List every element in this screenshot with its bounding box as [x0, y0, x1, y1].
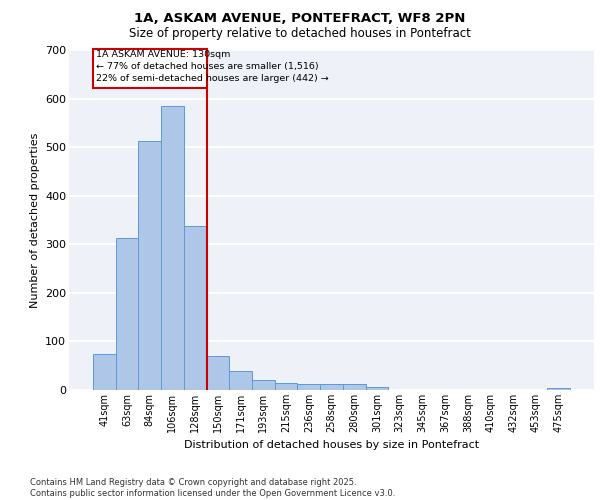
Text: Size of property relative to detached houses in Pontefract: Size of property relative to detached ho…: [129, 28, 471, 40]
Text: 1A ASKAM AVENUE: 130sqm: 1A ASKAM AVENUE: 130sqm: [95, 50, 230, 59]
Bar: [298, 384, 320, 390]
Bar: [161, 106, 184, 390]
Bar: [116, 238, 139, 390]
Bar: [547, 388, 570, 390]
Text: ← 77% of detached houses are smaller (1,516): ← 77% of detached houses are smaller (1,…: [95, 62, 318, 71]
Bar: [320, 384, 343, 390]
Bar: [206, 356, 229, 390]
Y-axis label: Number of detached properties: Number of detached properties: [29, 132, 40, 308]
Bar: [365, 386, 388, 390]
Text: Contains HM Land Registry data © Crown copyright and database right 2025.
Contai: Contains HM Land Registry data © Crown c…: [30, 478, 395, 498]
Bar: [229, 370, 252, 390]
Bar: [139, 141, 161, 390]
Bar: [275, 382, 298, 390]
Bar: [93, 354, 116, 390]
Bar: [343, 384, 365, 390]
Bar: [184, 226, 206, 390]
Text: 22% of semi-detached houses are larger (442) →: 22% of semi-detached houses are larger (…: [95, 74, 328, 83]
Bar: [93, 48, 206, 88]
Bar: [252, 380, 275, 390]
X-axis label: Distribution of detached houses by size in Pontefract: Distribution of detached houses by size …: [184, 440, 479, 450]
Text: 1A, ASKAM AVENUE, PONTEFRACT, WF8 2PN: 1A, ASKAM AVENUE, PONTEFRACT, WF8 2PN: [134, 12, 466, 26]
